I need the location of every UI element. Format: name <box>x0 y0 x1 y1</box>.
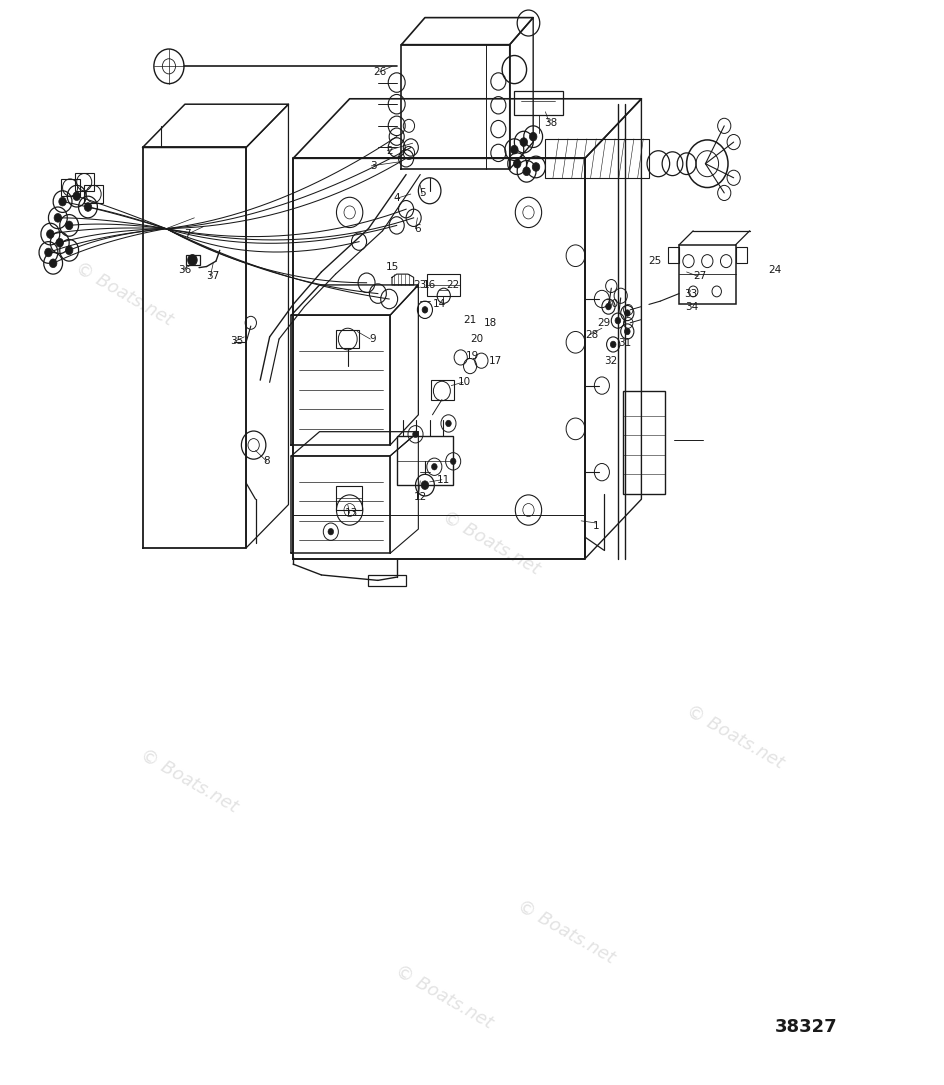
Text: 28: 28 <box>585 330 598 340</box>
Bar <box>75 174 93 191</box>
Text: © Boats.net: © Boats.net <box>514 897 618 968</box>
Circle shape <box>188 255 197 266</box>
Text: 34: 34 <box>685 302 699 311</box>
Text: © Boats.net: © Boats.net <box>439 508 543 577</box>
Text: 15: 15 <box>385 261 398 271</box>
Circle shape <box>46 230 54 239</box>
Text: 22: 22 <box>447 280 460 290</box>
Text: © Boats.net: © Boats.net <box>138 745 242 816</box>
Text: 25: 25 <box>648 256 661 266</box>
Text: 5: 5 <box>419 188 426 197</box>
Circle shape <box>446 420 451 426</box>
Text: 21: 21 <box>464 315 477 324</box>
Text: 14: 14 <box>432 299 446 309</box>
Text: 16: 16 <box>423 280 436 290</box>
Text: 38327: 38327 <box>775 1019 837 1036</box>
Text: 12: 12 <box>413 492 427 502</box>
Circle shape <box>65 246 73 255</box>
Circle shape <box>73 192 80 201</box>
Text: © Boats.net: © Boats.net <box>683 702 787 773</box>
Circle shape <box>611 341 616 347</box>
Text: 10: 10 <box>458 378 471 387</box>
Circle shape <box>44 248 52 257</box>
Text: 35: 35 <box>230 336 244 346</box>
Circle shape <box>65 221 73 230</box>
Text: © Boats.net: © Boats.net <box>72 258 176 329</box>
Circle shape <box>625 310 631 317</box>
Circle shape <box>413 431 418 437</box>
Circle shape <box>49 259 57 268</box>
Circle shape <box>530 132 537 141</box>
Circle shape <box>431 463 437 470</box>
Bar <box>60 179 79 196</box>
Text: 23: 23 <box>413 280 427 290</box>
Text: 7: 7 <box>184 229 191 239</box>
Text: 19: 19 <box>465 352 479 361</box>
Text: 38: 38 <box>545 117 558 128</box>
Bar <box>368 575 406 586</box>
Text: 17: 17 <box>489 356 502 366</box>
Circle shape <box>54 214 61 222</box>
Text: 31: 31 <box>618 339 632 348</box>
Text: 32: 32 <box>604 356 617 366</box>
Circle shape <box>422 307 428 314</box>
Bar <box>623 391 665 494</box>
Circle shape <box>56 239 63 247</box>
Text: 9: 9 <box>370 334 377 344</box>
Circle shape <box>520 138 528 146</box>
Circle shape <box>514 159 521 168</box>
Bar <box>667 247 679 264</box>
Bar <box>514 91 564 115</box>
Circle shape <box>625 329 631 334</box>
Circle shape <box>523 167 531 176</box>
Bar <box>735 247 747 264</box>
Circle shape <box>84 203 92 212</box>
Text: 8: 8 <box>263 457 270 467</box>
Text: 36: 36 <box>178 265 192 275</box>
Text: © Boats.net: © Boats.net <box>392 961 496 1032</box>
Circle shape <box>606 304 612 310</box>
Circle shape <box>328 528 333 535</box>
Bar <box>430 380 454 399</box>
Bar <box>396 436 453 485</box>
Circle shape <box>532 163 540 171</box>
Text: 2: 2 <box>386 145 393 156</box>
Circle shape <box>450 458 456 464</box>
Bar <box>546 139 649 178</box>
Circle shape <box>511 145 518 154</box>
Text: 33: 33 <box>683 289 697 298</box>
Text: 26: 26 <box>373 67 386 77</box>
Bar <box>84 186 103 203</box>
Circle shape <box>421 481 429 489</box>
Text: 13: 13 <box>345 508 358 519</box>
Text: 4: 4 <box>394 193 400 203</box>
Bar <box>336 331 359 347</box>
Bar <box>335 486 362 510</box>
Circle shape <box>59 197 66 206</box>
Bar <box>679 245 735 305</box>
Text: 11: 11 <box>437 475 450 485</box>
Text: 1: 1 <box>593 521 599 532</box>
Text: 27: 27 <box>693 271 706 281</box>
Text: 18: 18 <box>484 318 497 328</box>
Text: 24: 24 <box>768 265 782 275</box>
Text: 3: 3 <box>370 161 377 170</box>
Text: 30: 30 <box>605 299 618 309</box>
Text: 37: 37 <box>207 271 220 281</box>
Text: 29: 29 <box>598 318 611 328</box>
Text: 6: 6 <box>414 224 421 233</box>
Bar <box>427 275 460 296</box>
Circle shape <box>615 318 621 324</box>
Text: 20: 20 <box>470 334 483 344</box>
Bar <box>186 255 200 266</box>
